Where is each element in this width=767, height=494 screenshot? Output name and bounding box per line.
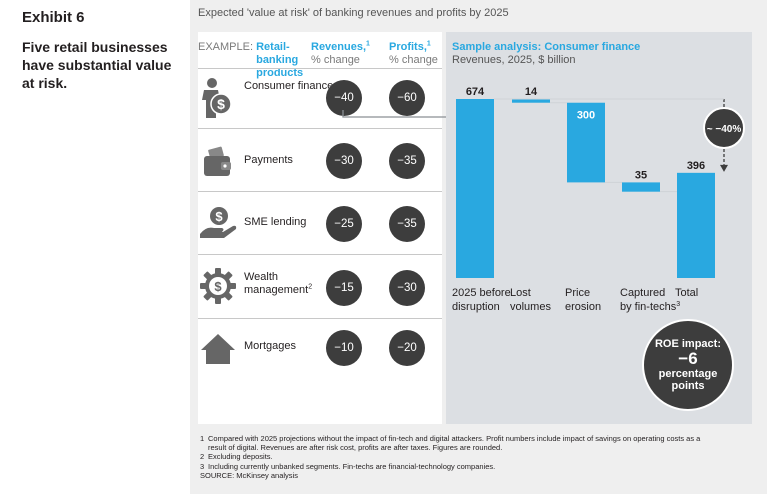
annotation-arrow — [720, 164, 728, 172]
profits-header-unit: % change — [389, 54, 438, 66]
annotation-label: ~ −40% — [707, 124, 742, 135]
chart-title: Sample analysis: Consumer finance — [452, 41, 641, 53]
bar-2 — [567, 102, 605, 183]
row-label-payments: Payments — [244, 154, 293, 166]
footnote-text: Excluding deposits. — [208, 452, 273, 462]
roe-impact-value: −6 — [678, 349, 698, 368]
annotation-circle — [703, 107, 745, 149]
row-label-sme-lending: SME lending — [244, 216, 307, 228]
gear-dollar-icon: $ — [199, 267, 237, 305]
profits-footnote-ref: 1 — [426, 40, 431, 48]
revenues-header-label: Revenues, — [311, 41, 367, 53]
profit-change-consumer-finance: −60 — [389, 80, 425, 116]
left-column: Exhibit 6 Five retail businesses have su… — [0, 0, 190, 494]
row-divider — [198, 128, 442, 129]
row-label-consumer-finance: Consumer finance — [244, 80, 334, 92]
value-label-2: 300 — [577, 110, 595, 122]
category-label-4: Total — [675, 287, 698, 299]
revenues-header-unit: % change — [311, 54, 360, 66]
footnote-text: Including currently unbanked segments. F… — [208, 461, 496, 471]
footnote-number: 1 — [200, 434, 205, 443]
connector-line — [342, 110, 446, 118]
revenues-header: Revenues,1 % change — [311, 40, 370, 67]
bar-3 — [622, 182, 660, 192]
profits-header: Profits,1 % change — [389, 40, 438, 67]
svg-text:$: $ — [217, 96, 225, 112]
revenue-change-consumer-finance: −40 — [326, 80, 362, 116]
wallet-icon — [199, 144, 237, 182]
revenue-change-payments: −30 — [326, 143, 362, 179]
value-label-3: 35 — [635, 169, 647, 181]
category-label-0: 2025 before — [452, 287, 511, 299]
row-divider — [198, 318, 442, 319]
footnote: 1 Compared with 2025 projections without … — [200, 434, 720, 452]
footnote-number: 2 — [200, 452, 205, 462]
roe-impact-badge: ROE impact: −6 percentage points — [642, 319, 734, 411]
profits-header-label: Profits, — [389, 41, 427, 53]
footnote: 2 Excluding deposits. — [200, 452, 720, 461]
footnote-text: Compared with 2025 projections without t… — [208, 434, 701, 453]
footnote-number: 3 — [200, 461, 205, 471]
waterfall-chart: 674 14 300 35 396 2025 before disruption Lost vo… — [452, 86, 745, 313]
wealth-management-footnote-ref: 2 — [308, 283, 313, 291]
headline: Five retail businesses have substantial … — [22, 39, 172, 91]
consumer-finance-icon: $ — [199, 76, 237, 118]
wealth-management-text: Wealth management — [244, 271, 309, 296]
roe-impact-label: ROE impact: — [654, 338, 721, 350]
row-label-mortgages: Mortgages — [244, 340, 296, 352]
example-prefix: EXAMPLE: — [198, 41, 254, 53]
example-label: Retail-banking products — [256, 41, 304, 79]
source-note: SOURCE: McKinsey analysis — [200, 470, 298, 480]
roe-impact-unit: percentage points — [658, 368, 718, 392]
row-label-wealth-management: Wealth management2 — [244, 271, 324, 297]
chart-subtitle: Revenues, 2025, $ billion — [452, 54, 576, 66]
svg-text:$: $ — [214, 279, 222, 294]
category-label-2: Price — [565, 287, 590, 299]
category-label-3: Captured — [620, 287, 665, 299]
value-label-1: 14 — [525, 86, 538, 98]
exhibit-title: Expected 'value at risk' of banking reve… — [198, 7, 509, 19]
bar-0 — [456, 99, 494, 278]
category-label-0: disruption — [452, 301, 500, 313]
category-label-1: volumes — [510, 301, 551, 313]
table-header-example: EXAMPLE: Retail-banking products — [198, 41, 328, 80]
category-label-1: Lost — [510, 287, 531, 299]
house-icon — [199, 330, 237, 368]
profit-change-wealth-management: −30 — [389, 270, 425, 306]
profit-change-payments: −35 — [389, 143, 425, 179]
bar-4 — [677, 172, 715, 278]
exhibit-label: Exhibit 6 — [22, 9, 85, 26]
revenue-change-sme-lending: −25 — [326, 206, 362, 242]
profit-change-sme-lending: −35 — [389, 206, 425, 242]
bar-1 — [512, 99, 550, 103]
row-divider — [198, 191, 442, 192]
value-label-0: 674 — [466, 86, 485, 98]
svg-text:$: $ — [215, 209, 223, 224]
category-label-2: erosion — [565, 301, 601, 313]
hand-coin-icon: $ — [199, 204, 237, 242]
footnote: 3 Including currently unbanked segments. … — [200, 462, 720, 471]
row-divider — [198, 68, 442, 69]
revenue-change-mortgages: −10 — [326, 330, 362, 366]
category-label-3: by fin-techs3 — [620, 301, 680, 313]
value-label-4: 396 — [687, 160, 705, 172]
revenues-footnote-ref: 1 — [366, 40, 370, 48]
footnotes: 1 Compared with 2025 projections without … — [200, 434, 720, 480]
profit-change-mortgages: −20 — [389, 330, 425, 366]
row-divider — [198, 254, 442, 255]
revenue-change-wealth-management: −15 — [326, 270, 362, 306]
